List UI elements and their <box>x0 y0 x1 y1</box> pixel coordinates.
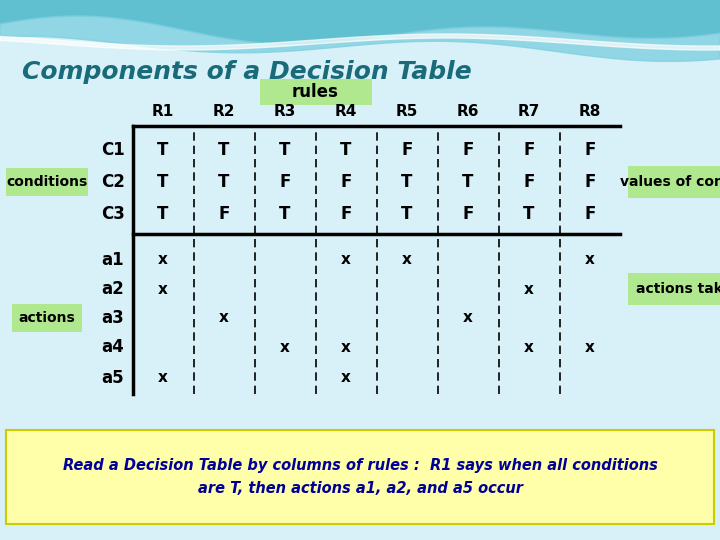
FancyBboxPatch shape <box>628 166 720 198</box>
Text: x: x <box>341 370 351 386</box>
Text: F: F <box>341 205 351 223</box>
FancyBboxPatch shape <box>12 304 82 332</box>
Text: x: x <box>524 340 534 354</box>
Text: T: T <box>157 205 168 223</box>
Text: R2: R2 <box>212 105 235 119</box>
Text: T: T <box>523 205 535 223</box>
Text: a5: a5 <box>102 369 125 387</box>
Text: values of conditions: values of conditions <box>621 175 720 189</box>
Text: x: x <box>158 253 168 267</box>
Text: actions taken: actions taken <box>636 282 720 296</box>
Text: conditions: conditions <box>6 175 88 189</box>
Text: T: T <box>218 141 230 159</box>
Text: x: x <box>463 310 473 326</box>
Text: T: T <box>157 141 168 159</box>
Text: x: x <box>219 310 229 326</box>
Text: T: T <box>218 173 230 191</box>
Text: x: x <box>341 340 351 354</box>
Text: T: T <box>341 141 351 159</box>
Text: x: x <box>280 340 290 354</box>
Text: actions: actions <box>19 311 76 325</box>
Text: T: T <box>157 173 168 191</box>
Text: F: F <box>523 173 535 191</box>
Text: R5: R5 <box>396 105 418 119</box>
Text: x: x <box>158 281 168 296</box>
Text: R4: R4 <box>335 105 357 119</box>
Text: F: F <box>218 205 230 223</box>
FancyBboxPatch shape <box>6 430 714 524</box>
Text: F: F <box>523 141 535 159</box>
Text: R8: R8 <box>579 105 601 119</box>
Text: a1: a1 <box>102 251 125 269</box>
Text: x: x <box>585 253 595 267</box>
Text: R3: R3 <box>274 105 296 119</box>
FancyBboxPatch shape <box>259 79 372 105</box>
Text: F: F <box>585 173 595 191</box>
Text: x: x <box>524 281 534 296</box>
Text: T: T <box>462 173 474 191</box>
Text: F: F <box>279 173 291 191</box>
FancyBboxPatch shape <box>6 168 88 196</box>
Text: F: F <box>585 141 595 159</box>
Text: F: F <box>401 141 413 159</box>
Text: T: T <box>279 205 291 223</box>
FancyBboxPatch shape <box>628 273 720 305</box>
Text: a4: a4 <box>102 338 125 356</box>
Text: R1: R1 <box>152 105 174 119</box>
Text: Read a Decision Table by columns of rules :  R1 says when all conditions
are T, : Read a Decision Table by columns of rule… <box>63 458 657 496</box>
Text: R7: R7 <box>518 105 540 119</box>
Text: T: T <box>401 205 413 223</box>
Text: a2: a2 <box>102 280 125 298</box>
Text: R6: R6 <box>456 105 480 119</box>
Text: C3: C3 <box>101 205 125 223</box>
Text: F: F <box>585 205 595 223</box>
Text: x: x <box>585 340 595 354</box>
Text: F: F <box>462 205 474 223</box>
Text: a3: a3 <box>102 309 125 327</box>
Text: T: T <box>401 173 413 191</box>
Text: F: F <box>341 173 351 191</box>
Text: Components of a Decision Table: Components of a Decision Table <box>22 60 472 84</box>
Text: F: F <box>462 141 474 159</box>
Text: C2: C2 <box>101 173 125 191</box>
Text: x: x <box>158 370 168 386</box>
Text: x: x <box>402 253 412 267</box>
Text: rules: rules <box>292 83 339 101</box>
Text: C1: C1 <box>101 141 125 159</box>
Text: x: x <box>341 253 351 267</box>
Text: T: T <box>279 141 291 159</box>
